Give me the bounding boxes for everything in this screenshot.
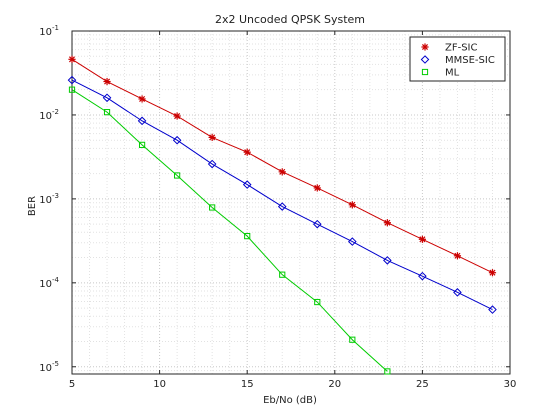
data-point-ml: [209, 204, 216, 211]
data-point-mmse-sic: [102, 93, 112, 103]
data-point-zf-sic: [208, 133, 216, 142]
data-point-mmse-sic: [137, 116, 147, 126]
y-tick-label: 10-3: [39, 192, 59, 206]
data-point-mmse-sic: [207, 159, 217, 169]
y-tick-label: 10-4: [39, 276, 59, 290]
y-tick-label: 10-5: [39, 360, 59, 374]
data-point-zf-sic: [383, 219, 391, 227]
legend-box: [409, 36, 506, 82]
data-point-zf-sic: [138, 95, 146, 103]
x-tick-label: 5: [69, 379, 75, 390]
data-point-zf-sic: [243, 148, 251, 156]
x-tick-label: 25: [416, 379, 429, 390]
data-point-zf-sic: [278, 168, 286, 176]
x-tick-label: 10: [153, 379, 166, 390]
data-point-ml: [103, 109, 111, 116]
legend-marker-zf-sic: [421, 43, 429, 51]
data-point-mmse-sic: [348, 237, 357, 246]
data-point-zf-sic: [453, 252, 462, 260]
y-axis-label: BER: [27, 196, 38, 216]
legend-label: ML: [445, 68, 460, 79]
data-point-mmse-sic: [172, 135, 182, 145]
series-line-ml: [71, 89, 388, 372]
data-point-ml: [138, 141, 146, 148]
y-tick-label: 10-1: [39, 24, 59, 38]
data-point-ml: [349, 336, 356, 343]
data-point-mmse-sic: [488, 305, 497, 314]
data-point-zf-sic: [348, 201, 356, 209]
x-tick-label: 30: [504, 379, 517, 390]
y-tick-label: 10-2: [39, 108, 59, 122]
plot-frame: [71, 30, 511, 375]
data-point-mmse-sic: [453, 288, 462, 297]
data-point-mmse-sic: [418, 271, 427, 281]
series-line-mmse-sic: [71, 79, 493, 311]
data-point-mmse-sic: [277, 202, 287, 211]
data-point-zf-sic: [68, 55, 76, 63]
series-group: [67, 55, 497, 375]
data-point-ml: [384, 368, 391, 375]
data-point-mmse-sic: [312, 219, 322, 229]
data-point-zf-sic: [103, 77, 111, 86]
data-point-zf-sic: [173, 112, 181, 120]
data-point-zf-sic: [418, 235, 426, 243]
data-point-ml: [279, 271, 286, 278]
legend-marker-ml: [421, 68, 429, 76]
data-point-mmse-sic: [67, 75, 77, 85]
data-point-ml: [68, 86, 76, 93]
legend-label: ZF-SIC: [445, 43, 478, 54]
grid: [71, 31, 511, 374]
data-point-ml: [314, 298, 321, 306]
data-point-mmse-sic: [383, 256, 392, 265]
legend-marker-mmse-sic: [420, 55, 430, 64]
x-axis-label: Eb/No (dB): [263, 395, 317, 406]
data-point-zf-sic: [313, 184, 321, 192]
data-point-mmse-sic: [242, 180, 252, 189]
chart-title: 2x2 Uncoded QPSK System: [215, 13, 365, 26]
data-point-ml: [244, 233, 251, 240]
x-tick-label: 15: [241, 379, 254, 390]
axis-ticks: 5 10 15 20 25 30 10-1 10-2 10-3 10-4 10-5: [39, 24, 516, 390]
data-point-ml: [174, 172, 181, 179]
data-point-zf-sic: [488, 269, 497, 277]
legend-label: MMSE-SIC: [445, 55, 495, 66]
x-tick-label: 20: [328, 379, 341, 390]
